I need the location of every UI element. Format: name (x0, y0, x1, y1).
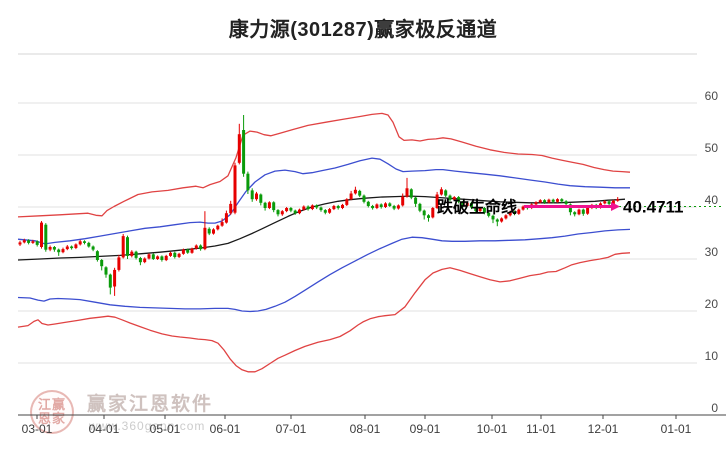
y-tick-label: 60 (705, 89, 719, 103)
chart-title: 康力源(301287)赢家极反通道 (228, 19, 498, 41)
x-tick-label: 12-01 (588, 422, 619, 436)
life-line-black (17, 195, 626, 261)
x-tick-label: 05-01 (150, 422, 181, 436)
x-tick-label: 04-01 (89, 422, 120, 436)
channel-upper-blue-line (17, 157, 630, 245)
channel-lower-blue-line (17, 228, 631, 313)
x-tick-label: 08-01 (350, 422, 381, 436)
channel-lower-red-line (17, 252, 631, 373)
price-arrow-head-icon (611, 201, 620, 211)
watermark-brand-text: 赢家江恩软件 (87, 394, 214, 415)
channel-upper-red-line (17, 112, 631, 218)
x-tick-label: 03-01 (22, 422, 53, 436)
x-axis-labels: 03-01 04-01 05-01 06-01 07-01 08-01 09-01 10-01… (22, 415, 692, 436)
x-tick-label: 01-01 (661, 422, 692, 436)
x-tick-label: 09-01 (410, 422, 441, 436)
watermark-url-text: www.360gann.com (89, 419, 206, 433)
y-tick-label: 50 (705, 141, 719, 155)
current-price-label: 40.4711 (623, 198, 684, 217)
y-tick-label: 40 (705, 193, 719, 207)
y-axis-labels: 60 50 40 30 20 10 0 (705, 89, 719, 415)
x-tick-label: 06-01 (210, 422, 241, 436)
x-tick-label: 11-01 (526, 422, 556, 436)
seal-row-top: 江赢 (37, 397, 66, 412)
y-tick-label: 20 (705, 297, 719, 311)
life-line-break-callout: 跌破生命线 (437, 198, 517, 217)
y-tick-label: 30 (705, 245, 719, 259)
brand-seal-icon: 江赢 恩家 (30, 390, 74, 434)
y-tick-label: 0 (711, 401, 718, 415)
x-tick-label: 07-01 (276, 422, 307, 436)
y-tick-label: 10 (705, 349, 719, 363)
x-tick-label: 10-01 (477, 422, 508, 436)
